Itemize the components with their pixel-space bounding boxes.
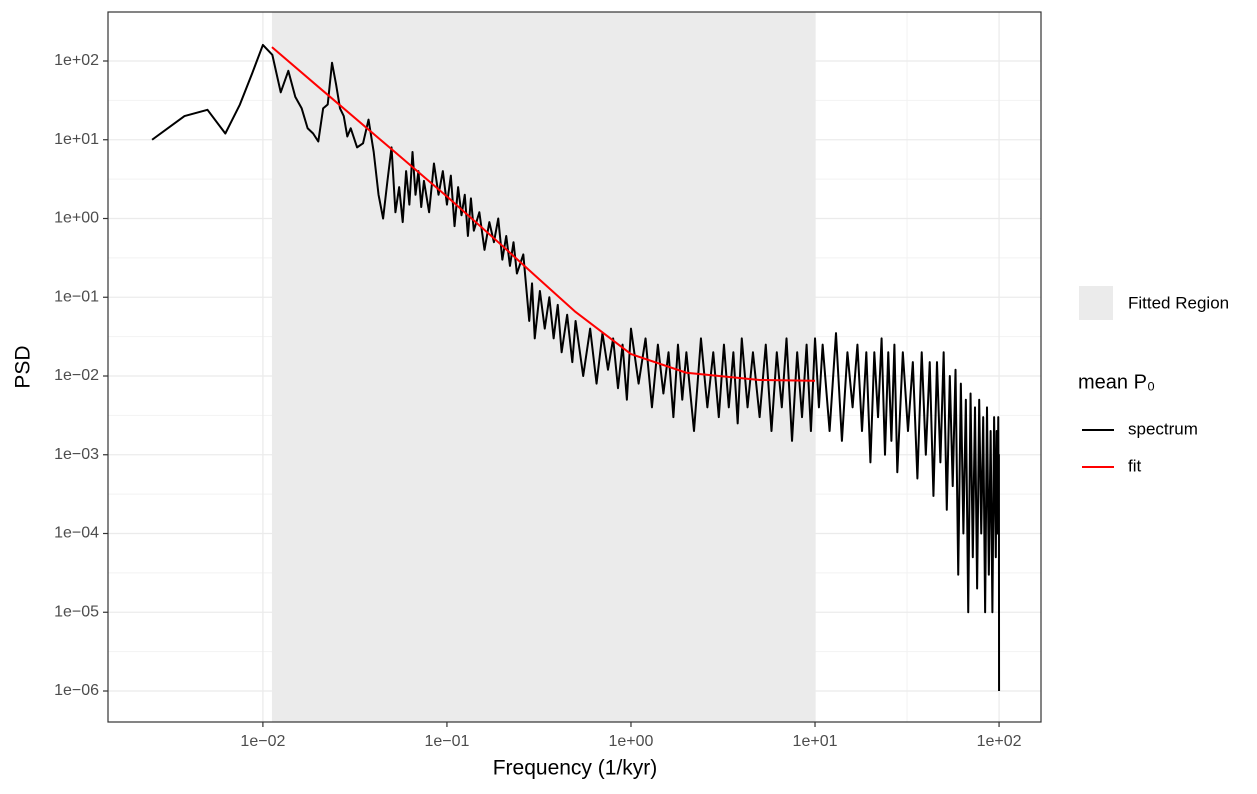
legend-label: fit xyxy=(1128,456,1142,475)
legend-label: Fitted Region xyxy=(1128,293,1229,312)
legend-key xyxy=(1079,286,1113,320)
series-line xyxy=(151,43,1001,692)
y-axis-title: PSD xyxy=(12,345,35,388)
series-line xyxy=(271,46,816,382)
y-tick-label: 1e−03 xyxy=(54,446,99,463)
x-tick-label: 1e+01 xyxy=(793,733,838,750)
x-tick-label: 1e−02 xyxy=(240,733,285,750)
y-tick-label: 1e−06 xyxy=(54,682,99,699)
fitted-region xyxy=(271,12,816,722)
x-tick-label: 1e+00 xyxy=(609,733,654,750)
x-tick-label: 1e−01 xyxy=(424,733,469,750)
legend-title: mean P₀ xyxy=(1078,371,1155,393)
y-tick-label: 1e+00 xyxy=(54,210,99,227)
y-tick-label: 1e−01 xyxy=(54,288,99,305)
y-tick-label: 1e+02 xyxy=(54,52,99,69)
y-tick-label: 1e−02 xyxy=(54,367,99,384)
x-axis-title: Frequency (1/kyr) xyxy=(493,757,658,780)
x-tick-label: 1e+02 xyxy=(977,733,1022,750)
y-tick-label: 1e−04 xyxy=(54,525,99,542)
y-tick-label: 1e+01 xyxy=(54,131,99,148)
y-tick-label: 1e−05 xyxy=(54,603,99,620)
panel-border xyxy=(107,11,1042,723)
plot-area xyxy=(108,12,1041,722)
legend-label: spectrum xyxy=(1128,419,1198,438)
